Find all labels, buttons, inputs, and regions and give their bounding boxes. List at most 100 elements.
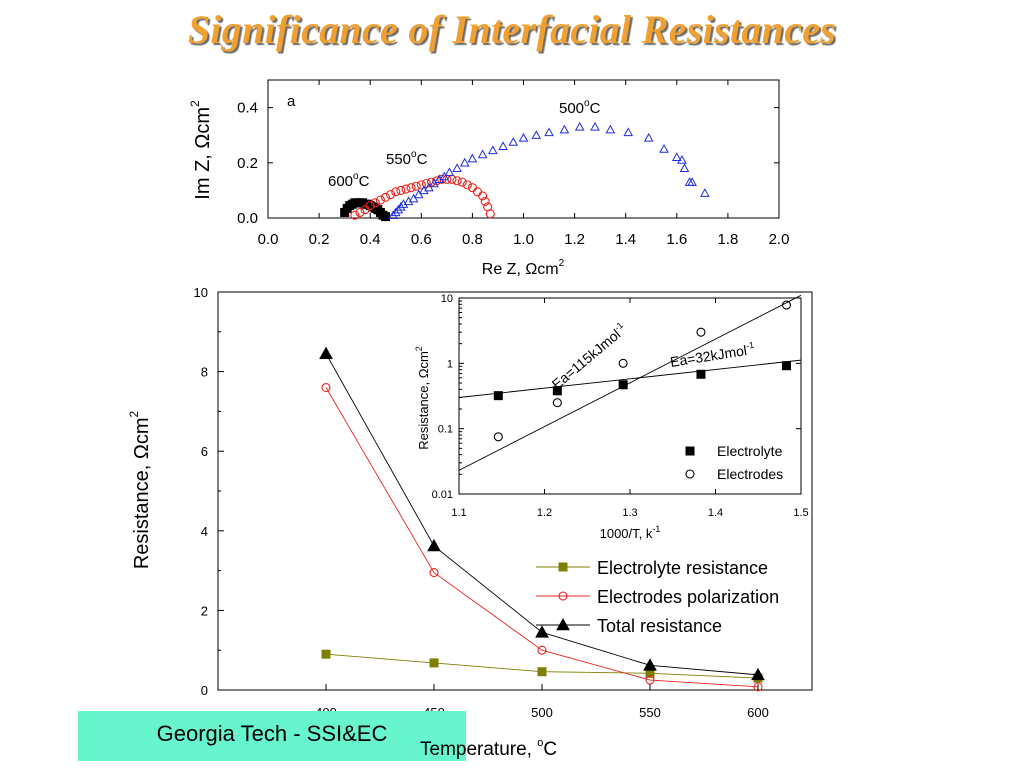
legend-marker xyxy=(558,562,568,572)
data-point xyxy=(687,177,697,186)
series-1 xyxy=(321,382,763,692)
panel-a-y-axis-label: Im Z, Ωcm2 xyxy=(188,100,214,200)
data-point xyxy=(508,137,519,146)
data-point xyxy=(396,201,406,211)
y-tick-label: 0.2 xyxy=(237,155,258,172)
y-tick-label: 2 xyxy=(201,603,208,618)
footer-box: Georgia Tech - SSI&EC xyxy=(78,711,466,761)
panel-a-label: a xyxy=(287,93,296,110)
panel-b-y-axis-label: Resistance, Ωcm2 xyxy=(127,411,153,570)
x-tick-label: 1.4 xyxy=(708,507,723,519)
data-point xyxy=(467,153,478,163)
data-point xyxy=(393,204,404,214)
y-tick-label: 0 xyxy=(201,683,208,698)
series-0 xyxy=(340,198,391,222)
data-point xyxy=(696,369,706,379)
data-point xyxy=(671,152,682,161)
y-tick-label: 10 xyxy=(441,293,453,305)
data-point xyxy=(781,361,791,371)
y-tick-label: 0.1 xyxy=(438,424,453,436)
data-point xyxy=(618,358,628,368)
data-point xyxy=(413,189,424,199)
data-point xyxy=(605,124,616,134)
label-600c: 600oC xyxy=(328,171,370,190)
data-point xyxy=(679,163,690,173)
panel-b-x-axis-label: Temperature, oC xyxy=(420,737,558,760)
data-point xyxy=(381,212,391,222)
data-point xyxy=(559,124,570,134)
legend-label: Electrodes xyxy=(717,466,783,482)
x-tick-label: 500 xyxy=(531,705,553,720)
data-point xyxy=(487,145,498,155)
data-point xyxy=(623,127,634,137)
series-0 xyxy=(493,361,791,401)
data-point xyxy=(401,184,411,194)
series-0 xyxy=(321,649,763,683)
panel-a: 0.0 0.2 0.4 0.6 0.8 1.0 1.2 1.4 1.6 1.8 2.0 0.0 0.2… xyxy=(188,79,790,278)
x-tick-label: 1.4 xyxy=(615,231,636,248)
data-point xyxy=(416,180,426,190)
data-point xyxy=(700,188,710,197)
panel-a-x-tick-labels: 0.0 0.2 0.4 0.6 0.8 1.0 1.2 1.4 1.6 1.8 2.0 xyxy=(258,231,790,248)
y-tick-label: 6 xyxy=(201,444,208,459)
data-point xyxy=(590,121,600,131)
data-point xyxy=(643,132,654,142)
x-tick-label: 0.2 xyxy=(309,231,330,248)
y-tick-label: 8 xyxy=(201,365,208,380)
legend-item: Total resistance xyxy=(536,616,722,636)
data-point xyxy=(552,386,562,396)
panel-a-frame xyxy=(267,79,780,219)
data-point xyxy=(457,177,467,187)
series-2 xyxy=(319,346,765,681)
data-point xyxy=(537,645,547,655)
legend-label: Electrodes polarization xyxy=(597,587,779,607)
data-point xyxy=(696,327,706,337)
data-point xyxy=(439,171,450,181)
data-point xyxy=(447,174,457,184)
legend-marker xyxy=(558,591,568,601)
data-point xyxy=(350,210,360,220)
data-point xyxy=(321,382,331,393)
x-tick-label: 1.6 xyxy=(666,231,687,248)
legend-item: Electrodes polarization xyxy=(536,587,779,607)
series-line xyxy=(325,387,759,688)
data-point xyxy=(493,391,503,401)
data-point xyxy=(444,167,455,177)
legend-label: Electrolyte xyxy=(717,443,783,459)
label-500c: 500oC xyxy=(559,98,601,117)
data-point xyxy=(396,185,406,195)
panel-a-series xyxy=(340,121,710,222)
data-point xyxy=(406,183,416,193)
data-point xyxy=(390,207,401,217)
data-point xyxy=(424,182,434,192)
legend-label: Total resistance xyxy=(597,616,722,636)
panel-c-y-axis-label: Resistance, Ωcm2 xyxy=(414,346,431,450)
panel-a-ticks xyxy=(267,80,780,219)
data-point xyxy=(452,176,462,186)
data-point xyxy=(462,180,472,190)
label-550c: 550oC xyxy=(386,149,428,168)
data-point xyxy=(781,300,792,310)
data-point xyxy=(452,163,462,173)
x-tick-label: 0.8 xyxy=(462,231,483,248)
data-point xyxy=(459,157,470,167)
y-tick-label: 0.4 xyxy=(237,100,258,117)
data-point xyxy=(319,346,333,359)
y-tick-label: 1 xyxy=(447,358,453,370)
data-point xyxy=(753,682,763,692)
data-point xyxy=(375,195,385,205)
panel-a-x-axis-label: Re Z, Ωcm2 xyxy=(482,258,565,278)
y-tick-label: 4 xyxy=(201,524,208,539)
fit-line xyxy=(458,294,802,471)
data-point xyxy=(391,187,401,197)
x-tick-label: 1.2 xyxy=(537,507,552,519)
footer-text: Georgia Tech - SSI&EC xyxy=(156,721,388,746)
data-point xyxy=(380,192,391,202)
data-point xyxy=(537,667,547,677)
data-point xyxy=(485,209,495,219)
data-point xyxy=(355,207,365,218)
data-point xyxy=(477,149,488,159)
data-point xyxy=(365,201,375,211)
